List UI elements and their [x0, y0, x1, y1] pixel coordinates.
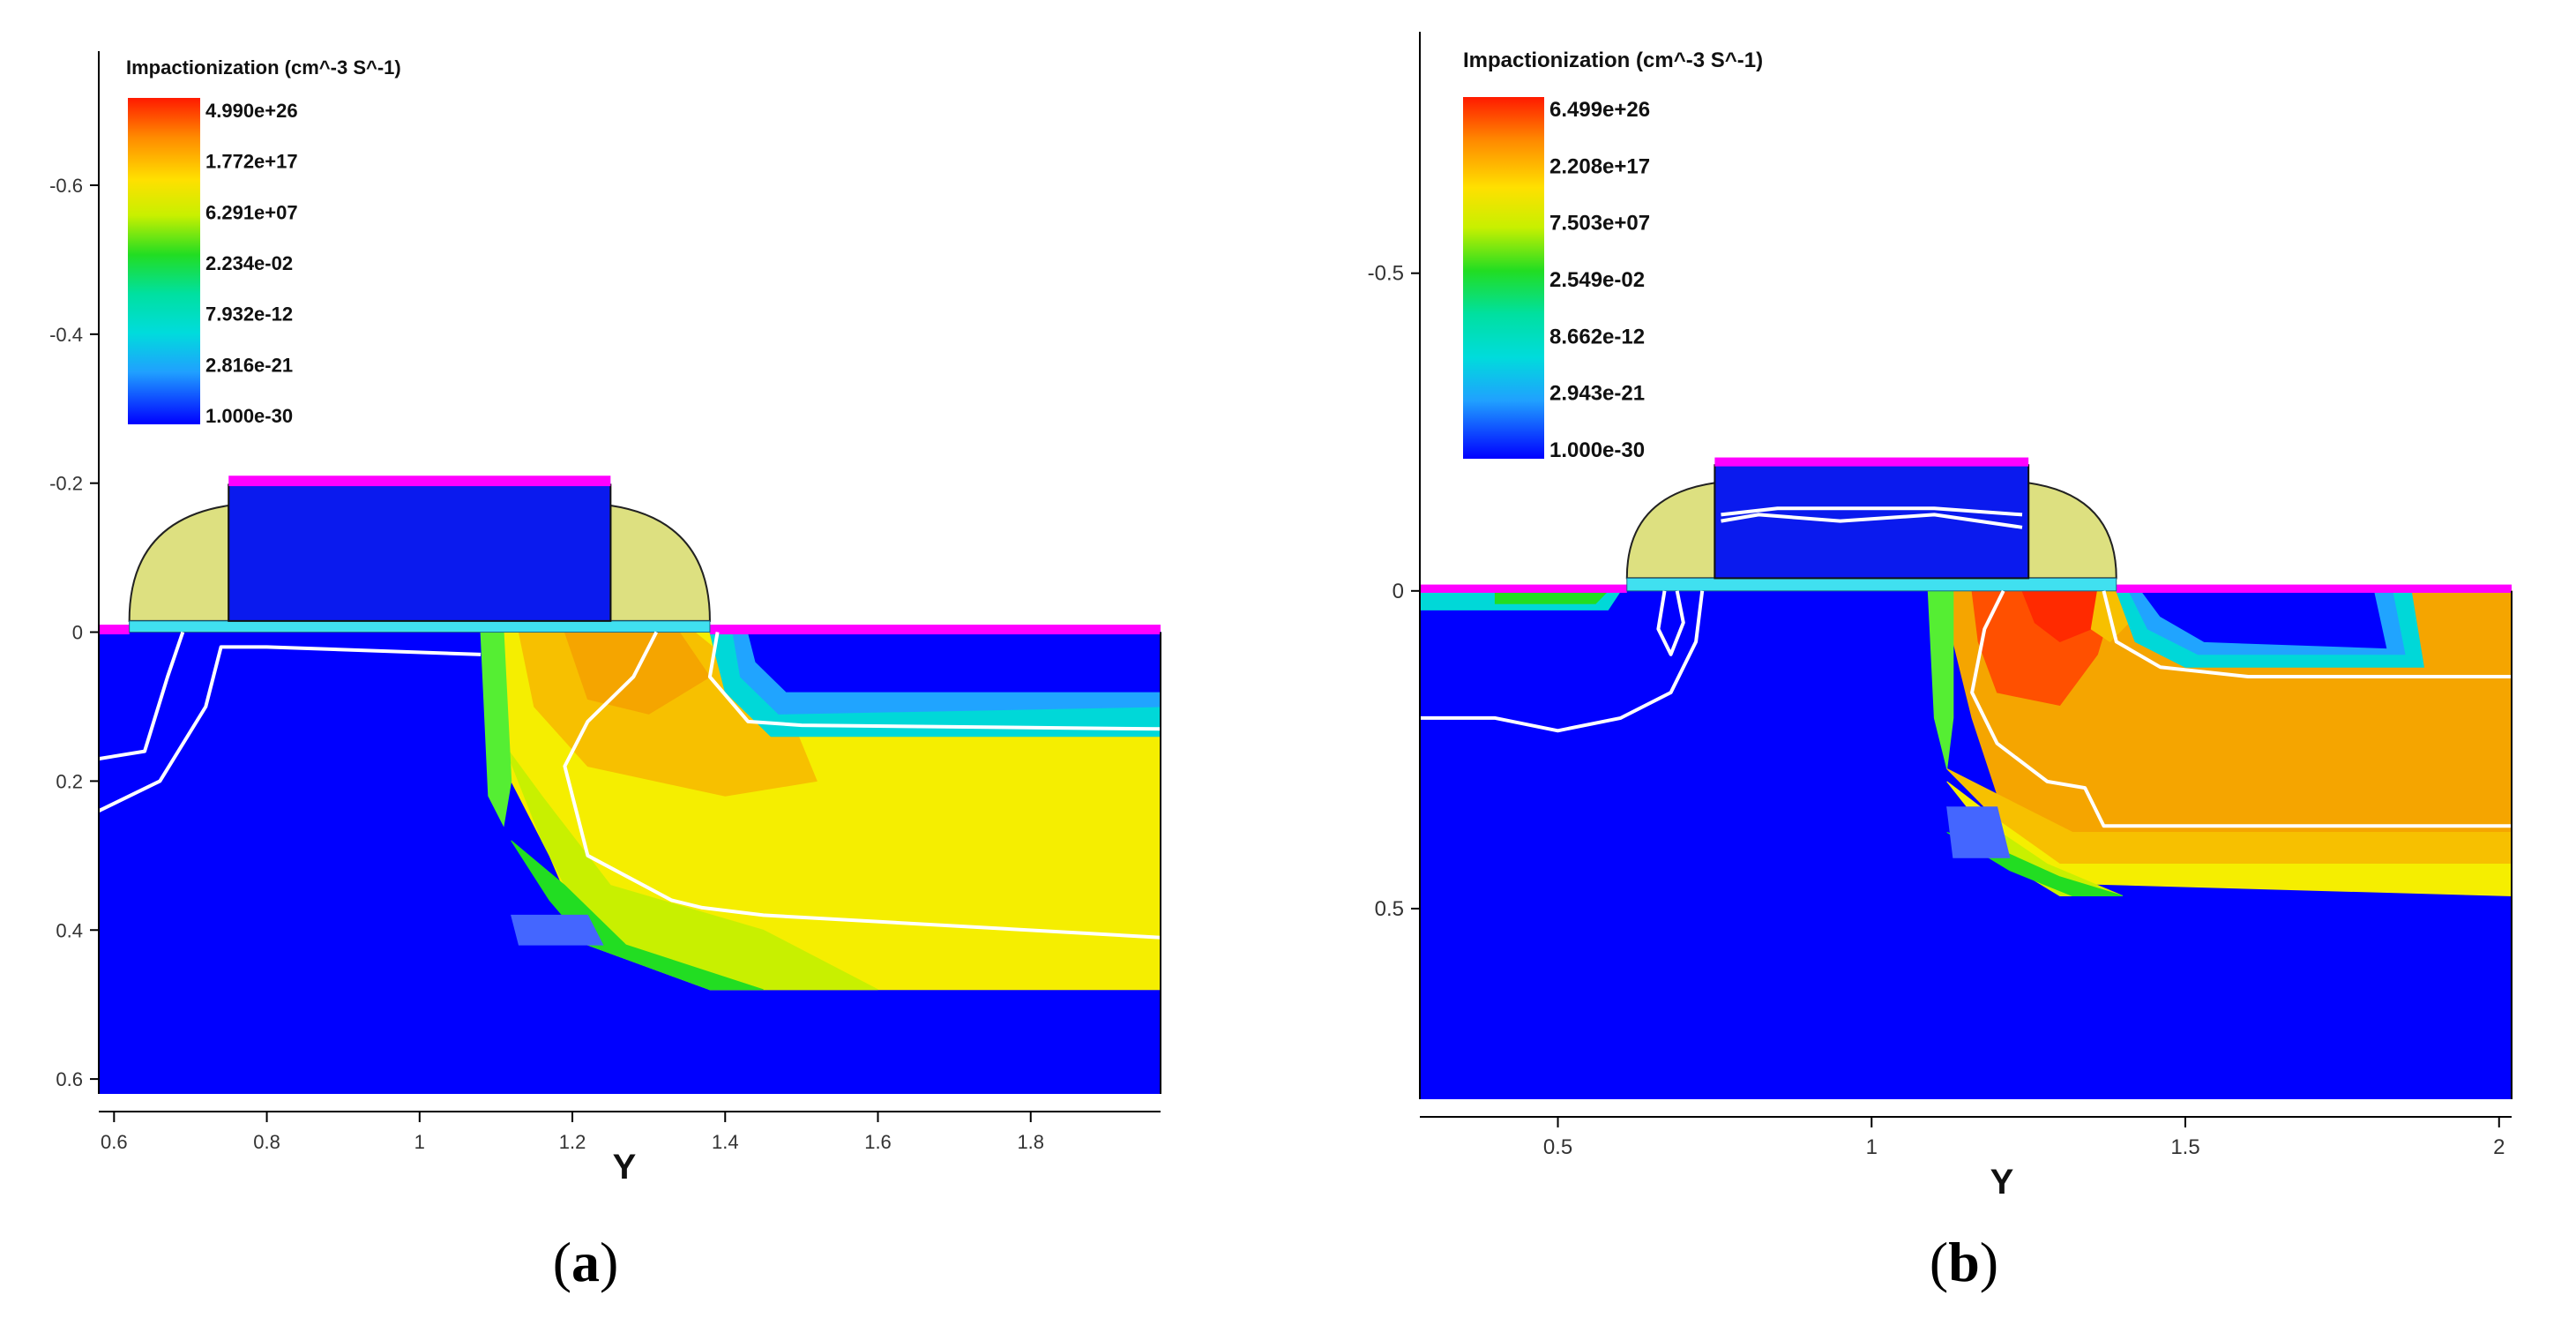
panel-a-legend-label-3: 2.234e-02: [205, 252, 293, 274]
panel-a-legend-label-2: 6.291e+07: [205, 201, 298, 223]
panel-a-legend-label-4: 7.932e-12: [205, 303, 293, 326]
panel-a-legend-label-0: 4.990e+26: [205, 100, 298, 122]
panel-a-legend-label-5: 2.816e-21: [205, 354, 293, 376]
panel-b-legend-label-3: 2.549e-02: [1549, 268, 1645, 292]
panel-a-x-tick-label-0: 0.6: [101, 1131, 128, 1153]
panel-a-drain-contact: [709, 625, 1161, 635]
panel-b-right-spacer: [2027, 482, 2117, 580]
panel-b-contour-2: [1970, 589, 2512, 828]
panel-a-legend-label-6: 1.000e-30: [205, 405, 293, 427]
panel-a-y-tick-label-4: 0.2: [56, 770, 83, 792]
panel-b-source-contact: [1420, 584, 1627, 593]
panel-a-y-tick-label-6: 0.6: [56, 1068, 83, 1090]
panel-a-gate: [228, 483, 612, 622]
panel-a-x-tick-label-4: 1.4: [712, 1131, 739, 1153]
panel-b-legend-label-4: 8.662e-12: [1549, 325, 1645, 348]
panel-b-contour-1: [1656, 590, 1685, 656]
panel-b-caption: (b): [1929, 1231, 1999, 1293]
panel-b-left-spacer: [1625, 482, 1716, 580]
panel-a-x-axis-label: Y: [613, 1148, 637, 1187]
panel-b-colorbar: [1463, 97, 1544, 459]
panel-a-legend-label-1: 1.772e+17: [205, 151, 298, 173]
panel-a-x-tick-label-2: 1: [414, 1131, 425, 1153]
panel-b-legend-label-5: 2.943e-21: [1549, 382, 1645, 406]
panel-a-y-tick-label-0: -0.6: [49, 175, 83, 197]
panel-b-legend-title: Impactionization (cm^-3 S^-1): [1463, 49, 1763, 72]
panel-b-gate-contact: [1714, 457, 2029, 467]
panel-a-x-tick-label-3: 1.2: [559, 1131, 586, 1153]
panel-b-caption-letter: b: [1948, 1231, 1980, 1293]
panel-a-y-tick-label-3: 0: [72, 622, 83, 644]
panel-a-legend-title: Impactionization (cm^-3 S^-1): [126, 56, 401, 79]
panel-b-contour-0: [1420, 590, 1705, 733]
panel-a-caption: (a): [552, 1231, 619, 1293]
panel-b-drain-contact: [2116, 584, 2512, 593]
panel-b-x-tick-label-2: 1.5: [2170, 1135, 2199, 1159]
panel-a-contour-3: [707, 632, 1161, 731]
panel-b-contour-5: [1721, 513, 2023, 529]
panel-b-gate-oxide: [1626, 577, 2117, 592]
panel-b-chart: 0.5 1 1.5 2 -0.5 0 0.5 Y Impactionization (cm^-3…: [1368, 32, 2513, 1202]
panel-a-region-8: [747, 632, 1161, 693]
panel-b-legend-label-1: 2.208e+17: [1549, 154, 1650, 178]
panel-a-caption-letter: a: [571, 1231, 600, 1293]
panel-a-y-tick-label-2: -0.2: [49, 473, 83, 495]
panel-a-x-tick-label-6: 1.8: [1017, 1131, 1044, 1153]
panel-b-legend-label-6: 1.000e-30: [1549, 438, 1645, 462]
panel-a-region-2: [511, 840, 764, 991]
panel-a-contour-2: [563, 631, 1161, 940]
panel-a-y-tick-label-1: -0.4: [49, 324, 83, 346]
panel-a-colorbar: [128, 98, 200, 424]
panel-b-x-tick-label-3: 2: [2493, 1135, 2505, 1159]
panel-b-y-tick-label-2: 0.5: [1375, 897, 1404, 921]
panel-b-legend-label-2: 7.503e+07: [1549, 212, 1650, 236]
panel-a-y-tick-label-5: 0.4: [56, 919, 83, 941]
panel-a-gate-contact: [228, 476, 611, 487]
panel-b-contour-3: [2102, 590, 2512, 678]
panel-a-chart: 0.6 0.8 1 1.2 1.4 1.6 1.8 -0.6 -0.4 -0.2 0 0.2 0.4 0.…: [49, 51, 1161, 1187]
panel-a-contour-0: [98, 631, 185, 761]
panel-b-y-tick-label-0: -0.5: [1368, 262, 1404, 286]
panel-a-x-tick-label-1: 0.8: [253, 1131, 280, 1153]
panel-b-contour-4: [1721, 506, 2023, 517]
panel-b-x-tick-label-0: 0.5: [1543, 1135, 1572, 1159]
panel-b-region-14: [1946, 806, 2011, 858]
panel-a-contour-1: [98, 645, 482, 813]
panel-a-gate-oxide: [129, 620, 711, 633]
panel-a-source-contact: [99, 625, 130, 635]
panel-a-left-spacer: [128, 504, 230, 622]
panel-b-x-axis-label: Y: [1990, 1163, 2014, 1202]
panel-b-x-tick-label-1: 1: [1866, 1135, 1878, 1159]
panel-a-region-9: [511, 914, 604, 946]
panel-b-y-tick-label-1: 0: [1393, 580, 1404, 603]
panel-b-legend-label-0: 6.499e+26: [1549, 98, 1650, 122]
panel-a-right-spacer: [609, 504, 711, 622]
panel-a-x-tick-label-5: 1.6: [864, 1131, 892, 1153]
